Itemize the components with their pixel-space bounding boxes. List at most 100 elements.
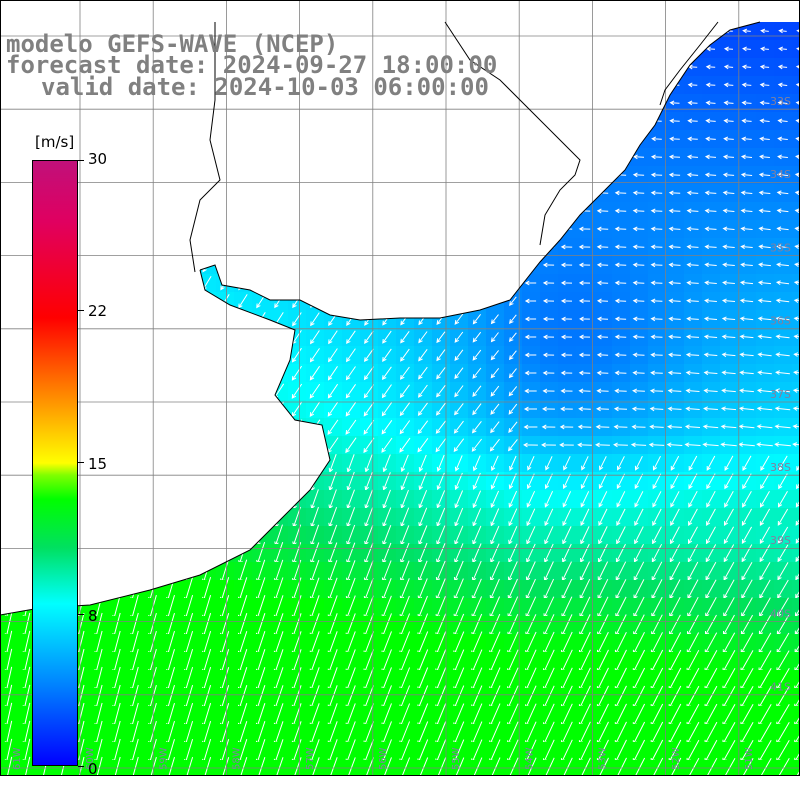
wind-arrow xyxy=(721,388,736,394)
wind-arrow xyxy=(436,170,445,181)
wind-arrow xyxy=(524,262,537,268)
wind-arrow xyxy=(201,365,212,382)
wind-arrow xyxy=(757,352,772,358)
wind-speed-cell xyxy=(198,112,217,131)
wind-arrow xyxy=(472,331,482,343)
wind-arrow xyxy=(596,334,609,340)
wind-speed-cell xyxy=(180,238,199,257)
wind-speed-cell xyxy=(432,274,451,293)
wind-speed-cell xyxy=(450,292,469,311)
wind-arrow xyxy=(256,258,266,273)
wind-arrow xyxy=(775,370,790,375)
wind-speed-cell xyxy=(90,382,109,401)
wind-arrow xyxy=(112,275,122,292)
wind-arrow xyxy=(615,543,626,563)
wind-arrow xyxy=(471,420,482,434)
wind-arrow xyxy=(650,280,663,286)
wind-arrow xyxy=(632,316,645,322)
wind-arrow xyxy=(76,186,86,201)
wind-arrow xyxy=(650,244,663,250)
wind-speed-cell xyxy=(306,112,325,131)
wind-arrow xyxy=(22,203,32,220)
wind-arrow xyxy=(256,222,266,236)
wind-arrow xyxy=(184,168,194,182)
wind-speed-cell xyxy=(468,184,487,203)
wind-arrow xyxy=(3,417,15,438)
wind-speed-cell xyxy=(234,346,253,365)
wind-arrow xyxy=(776,226,789,232)
wind-arrow xyxy=(739,280,754,286)
wind-arrow xyxy=(542,298,555,304)
wind-speed-cell xyxy=(342,22,361,41)
wind-arrow xyxy=(796,473,800,490)
wind-speed-cell xyxy=(180,418,199,437)
wind-arrow xyxy=(524,388,537,394)
wind-speed-cell xyxy=(270,328,289,347)
wind-arrow xyxy=(723,64,734,70)
wind-arrow xyxy=(595,442,610,448)
wind-arrow xyxy=(560,298,573,304)
wind-speed-cell xyxy=(540,40,559,59)
wind-arrow xyxy=(327,401,339,417)
wind-arrow xyxy=(560,190,573,196)
wind-speed-cell xyxy=(594,94,613,113)
wind-arrow xyxy=(759,154,770,160)
wind-arrow xyxy=(22,558,31,585)
wind-speed-cell xyxy=(270,436,289,455)
wind-arrow xyxy=(382,330,392,344)
wind-arrow xyxy=(418,295,428,308)
wind-arrow xyxy=(400,223,410,235)
wind-arrow xyxy=(524,208,537,214)
wind-arrow xyxy=(560,172,573,178)
wind-arrow xyxy=(617,456,625,471)
wind-arrow xyxy=(76,523,85,548)
wind-speed-cell xyxy=(594,40,613,59)
wind-arrow xyxy=(165,382,177,400)
wind-speed-cell xyxy=(486,166,505,185)
wind-speed-cell xyxy=(126,508,145,527)
wind-arrow xyxy=(202,151,211,164)
wind-arrow xyxy=(650,352,663,358)
wind-speed-cell xyxy=(216,184,235,203)
wind-speed-cell xyxy=(576,184,595,203)
wind-arrow xyxy=(472,242,481,253)
latitude-label: 41S xyxy=(770,681,791,694)
wind-arrow xyxy=(202,311,212,327)
wind-arrow xyxy=(257,133,265,146)
wind-speed-cell xyxy=(504,22,523,41)
wind-arrow xyxy=(274,222,284,236)
wind-arrow xyxy=(667,424,682,430)
wind-arrow xyxy=(148,452,157,474)
wind-speed-cell xyxy=(108,166,127,185)
wind-speed-cell xyxy=(450,148,469,167)
wind-arrow xyxy=(509,134,517,144)
wind-speed-cell xyxy=(108,418,127,437)
wind-speed-cell xyxy=(162,346,181,365)
wind-arrow xyxy=(509,206,517,217)
wind-arrow xyxy=(76,470,85,493)
wind-arrow xyxy=(400,187,409,199)
wind-arrow xyxy=(509,116,517,126)
wind-arrow xyxy=(436,454,445,472)
wind-arrow xyxy=(669,64,680,70)
wind-arrow xyxy=(220,453,229,474)
wind-arrow xyxy=(509,81,517,90)
wind-arrow xyxy=(542,352,555,358)
wind-arrow xyxy=(93,435,105,455)
wind-arrow xyxy=(525,136,536,142)
wind-arrow xyxy=(130,204,140,219)
wind-speed-cell xyxy=(180,130,199,149)
wind-arrow xyxy=(220,222,230,237)
wind-arrow xyxy=(184,506,193,529)
wind-arrow xyxy=(238,276,248,291)
wind-arrow xyxy=(129,400,141,419)
wind-speed-cell xyxy=(720,760,739,775)
wind-speed-cell xyxy=(216,328,235,347)
wind-arrow xyxy=(649,388,664,394)
wind-arrow xyxy=(794,190,800,196)
wind-speed-cell xyxy=(306,454,325,473)
wind-arrow xyxy=(578,334,591,340)
wind-speed-cell xyxy=(108,382,127,401)
wind-arrow xyxy=(4,558,13,585)
wind-speed-cell xyxy=(594,148,613,167)
